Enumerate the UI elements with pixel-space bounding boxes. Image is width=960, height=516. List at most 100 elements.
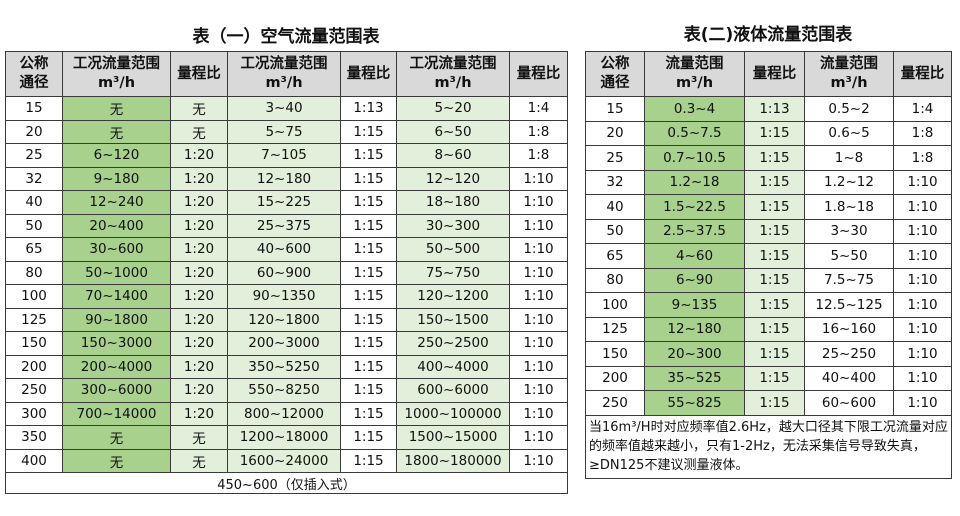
table-row: 25 6~120 1:20 7~105 1:15 8~60 1:8 bbox=[5, 143, 568, 168]
column-header: 工况流量范围 m³/h bbox=[62, 51, 171, 97]
table-cell: 550~8250 bbox=[227, 378, 341, 403]
table-row: 65 30~600 1:20 40~600 1:15 50~500 1:10 bbox=[5, 237, 568, 262]
air-flow-range-table: 公称 通径 工况流量范围 m³/h 量程比 工况流量范围 m³/h 量程比 工况流量范围 … bbox=[5, 51, 568, 494]
nominal-diameter-cell: 150 bbox=[5, 331, 63, 356]
table-cell: 1:15 bbox=[744, 218, 805, 244]
nominal-diameter-cell: 50 bbox=[585, 218, 645, 244]
table-row: 80 50~1000 1:20 60~900 1:15 75~750 1:10 bbox=[5, 260, 568, 285]
table-cell: 1:8 bbox=[509, 143, 568, 168]
table-cell: 1:15 bbox=[340, 284, 397, 309]
table-cell: 无 bbox=[170, 119, 228, 144]
table-row: 100 9~135 1:15 12.5~125 1:10 bbox=[585, 292, 952, 318]
table-cell: 1:15 bbox=[744, 341, 805, 367]
table-cell: 90~1350 bbox=[227, 284, 341, 309]
table-cell: 1:15 bbox=[340, 166, 397, 191]
table-cell: 60~600 bbox=[804, 390, 894, 416]
nominal-diameter-cell: 400 bbox=[5, 448, 63, 473]
table-cell: 30~300 bbox=[396, 213, 510, 238]
table-cell: 1.2~18 bbox=[644, 169, 745, 195]
table-cell: 1:10 bbox=[509, 354, 568, 379]
table-cell: 1:15 bbox=[340, 354, 397, 379]
nominal-diameter-cell: 100 bbox=[5, 284, 63, 309]
table-cell: 4~60 bbox=[644, 243, 745, 269]
liquid-flow-table-title: 表(二)液体流量范围表 bbox=[683, 25, 853, 45]
table-cell: 1:15 bbox=[744, 365, 805, 391]
table-cell: 1:10 bbox=[893, 218, 952, 244]
table-cell: 50~500 bbox=[396, 237, 510, 262]
table-cell: 1:20 bbox=[170, 284, 228, 309]
table-cell: 150~1500 bbox=[396, 307, 510, 332]
table-cell: 0.5~7.5 bbox=[644, 120, 745, 146]
table-cell: 1:4 bbox=[509, 96, 568, 121]
nominal-diameter-cell: 32 bbox=[585, 169, 645, 195]
table-cell: 12.5~125 bbox=[804, 292, 894, 318]
table-cell: 12~180 bbox=[227, 166, 341, 191]
table-cell: 1:10 bbox=[509, 213, 568, 238]
table-cell: 无 bbox=[62, 425, 171, 450]
table-cell: 1:20 bbox=[170, 213, 228, 238]
nominal-diameter-cell: 80 bbox=[5, 260, 63, 285]
table-cell: 无 bbox=[170, 448, 228, 473]
table-row: 15 0.3~4 1:13 0.5~2 1:4 bbox=[585, 96, 952, 122]
table-cell: 1:15 bbox=[744, 169, 805, 195]
table-cell: 1:15 bbox=[340, 237, 397, 262]
table-cell: 1:20 bbox=[170, 354, 228, 379]
table-row: 50 2.5~37.5 1:15 3~30 1:10 bbox=[585, 218, 952, 244]
table-row: 200 35~525 1:15 40~400 1:10 bbox=[585, 365, 952, 391]
table-cell: 1:10 bbox=[893, 267, 952, 293]
table-cell: 5~75 bbox=[227, 119, 341, 144]
table-cell: 1:15 bbox=[340, 143, 397, 168]
column-header: 量程比 bbox=[744, 51, 805, 97]
table-cell: 1:10 bbox=[509, 260, 568, 285]
table-row: 250 300~6000 1:20 550~8250 1:15 600~6000 1:10 bbox=[5, 378, 568, 403]
table-cell: 400~4000 bbox=[396, 354, 510, 379]
column-header: 工况流量范围 m³/h bbox=[227, 51, 341, 97]
table-cell: 90~1800 bbox=[62, 307, 171, 332]
table-cell: 250~2500 bbox=[396, 331, 510, 356]
table-cell: 无 bbox=[170, 96, 228, 121]
table-cell: 12~180 bbox=[644, 316, 745, 342]
table-cell: 800~12000 bbox=[227, 401, 341, 426]
table-cell: 6~120 bbox=[62, 143, 171, 168]
nominal-diameter-cell: 50 bbox=[5, 213, 63, 238]
table-cell: 12~240 bbox=[62, 190, 171, 215]
table-cell: 18~180 bbox=[396, 190, 510, 215]
table-cell: 1:20 bbox=[170, 260, 228, 285]
table-row: 150 150~3000 1:20 200~3000 1:15 250~2500 1:10 bbox=[5, 331, 568, 356]
air-table-footnote: 450~600（仅插入式） bbox=[5, 472, 568, 494]
table-cell: 120~1800 bbox=[227, 307, 341, 332]
table-cell: 0.3~4 bbox=[644, 96, 745, 122]
table-cell: 1:15 bbox=[744, 292, 805, 318]
table-cell: 无 bbox=[62, 119, 171, 144]
nominal-diameter-cell: 350 bbox=[5, 425, 63, 450]
table-row: 400 无无 1600~24000 1:15 1800~180000 1:10 bbox=[5, 448, 568, 473]
table-cell: 30~600 bbox=[62, 237, 171, 262]
table-row: 20 0.5~7.5 1:15 0.6~5 1:8 bbox=[585, 120, 952, 146]
table-cell: 无 bbox=[62, 448, 171, 473]
table-cell: 25~250 bbox=[804, 341, 894, 367]
table-cell: 1:10 bbox=[893, 341, 952, 367]
table-cell: 1:15 bbox=[340, 119, 397, 144]
table-cell: 1:15 bbox=[744, 145, 805, 171]
table-cell: 1:10 bbox=[509, 284, 568, 309]
table-row: 25 0.7~10.5 1:15 1~8 1:8 bbox=[585, 145, 952, 171]
table-cell: 60~900 bbox=[227, 260, 341, 285]
table-cell: 9~135 bbox=[644, 292, 745, 318]
column-header: 流量范围 m³/h bbox=[804, 51, 894, 97]
table-cell: 200~4000 bbox=[62, 354, 171, 379]
table-cell: 1000~100000 bbox=[396, 401, 510, 426]
table-cell: 1:15 bbox=[744, 316, 805, 342]
table-cell: 1:15 bbox=[340, 331, 397, 356]
column-header: 流量范围 m³/h bbox=[644, 51, 745, 97]
table-cell: 1:20 bbox=[170, 166, 228, 191]
table-cell: 25~375 bbox=[227, 213, 341, 238]
table-row: 125 12~180 1:15 16~160 1:10 bbox=[585, 316, 952, 342]
table-cell: 1:10 bbox=[509, 331, 568, 356]
table-cell: 1:8 bbox=[509, 119, 568, 144]
table-cell: 12~120 bbox=[396, 166, 510, 191]
table-cell: 无 bbox=[62, 96, 171, 121]
table-cell: 1:15 bbox=[340, 307, 397, 332]
table-cell: 700~14000 bbox=[62, 401, 171, 426]
liquid-table-footnote: 当16m³/H时对应频率值2.6Hz，越大口径其下限工况流量对应的频率值越来越小… bbox=[585, 414, 952, 479]
table-cell: 75~750 bbox=[396, 260, 510, 285]
